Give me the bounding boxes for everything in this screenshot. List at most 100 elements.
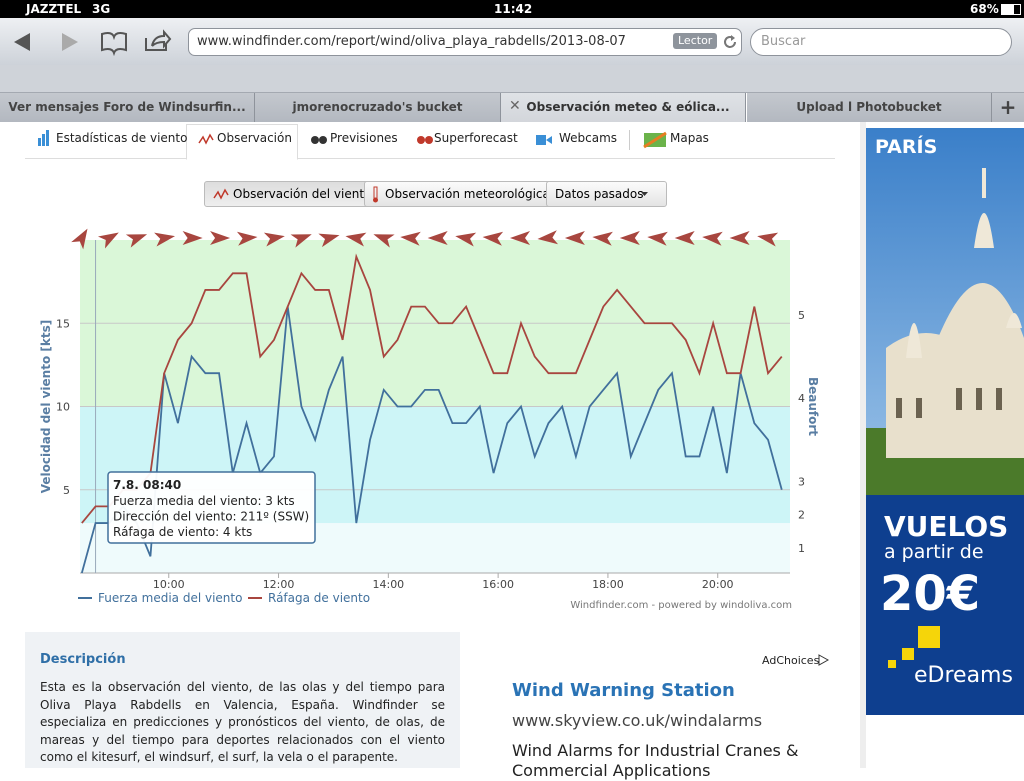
toolbar-icons (14, 29, 172, 57)
credit: Windfinder.com - powered by windoliva.co… (570, 600, 792, 611)
banner-ad[interactable]: PARÍS VUELOS a partir de 20€ eDreams (866, 128, 1024, 715)
y-axis-label: Velocidad del viento [kts] (39, 320, 53, 493)
toolbar: www.windfinder.com/report/wind/oliva_pla… (0, 18, 1024, 65)
y2-tick-label: 1 (798, 542, 805, 555)
tooltip-box (107, 471, 316, 544)
tooltip-line: Ráfaga de viento: 4 kts (113, 525, 252, 539)
x-tick-label: 10:00 (153, 578, 185, 591)
ad-url[interactable]: www.skyview.co.uk/windalarms (512, 711, 763, 730)
direction-arrow (537, 230, 559, 245)
ad-title[interactable]: Wind Warning Station (512, 680, 735, 701)
battery-level: 68% (970, 2, 999, 16)
ad-choices[interactable]: AdChoices (762, 654, 820, 667)
y-tick-label: 10 (56, 401, 70, 414)
clock: 11:42 (494, 2, 533, 16)
direction-arrow (182, 231, 203, 245)
banner-price: 20€ (880, 566, 980, 622)
active-tab[interactable]: Observación meteo & eólica... (501, 93, 746, 122)
y-tick-label: 15 (56, 317, 70, 330)
y2-tick-label: 5 (798, 309, 805, 322)
forward-button[interactable] (62, 33, 78, 51)
ad-text[interactable]: Wind Alarms for Industrial Cranes & Comm… (512, 741, 799, 780)
direction-arrow (154, 232, 176, 247)
divider (860, 122, 866, 768)
direction-arrow (729, 231, 750, 245)
banner-line2: a partir de (884, 541, 984, 563)
description-text: Esta es la observación del viento, de la… (40, 680, 445, 764)
y2-tick-label: 4 (798, 392, 805, 405)
url: www.windfinder.com/report/wind/oliva_pla… (197, 34, 626, 49)
button-active[interactable]: Observación del viento (204, 181, 381, 207)
legend-label: Ráfaga de viento (268, 591, 370, 605)
back-button[interactable] (14, 33, 30, 51)
direction-arrow (210, 231, 231, 245)
x-tick-label: 16:00 (482, 578, 514, 591)
button[interactable]: Datos pasados (546, 181, 667, 207)
description-title: Descripción (40, 652, 126, 667)
series-line (80, 306, 783, 574)
ad-choices-icon[interactable] (817, 654, 829, 666)
reader-button[interactable]: Lector (673, 33, 718, 49)
nav-item[interactable]: Mapas (670, 131, 709, 145)
battery-icon (1001, 4, 1021, 15)
reload-icon[interactable] (722, 34, 738, 50)
direction-arrow (345, 232, 367, 247)
nav-item[interactable]: Webcams (559, 131, 618, 145)
direction-arrow (427, 231, 448, 245)
bookmarks-button[interactable] (101, 32, 127, 57)
direction-arrow (71, 228, 88, 250)
tooltip-line: Fuerza media del viento: 3 kts (113, 494, 295, 508)
share-button[interactable] (145, 29, 172, 51)
direction-arrow (482, 231, 504, 246)
x-tick-label: 20:00 (702, 578, 734, 591)
search-field[interactable]: Buscar (750, 28, 1012, 56)
nav-item[interactable]: Superforecast (434, 131, 518, 145)
new-tab-button[interactable]: + (992, 93, 1024, 122)
tab[interactable]: Ver mensajes Foro de Windsurfin... (0, 93, 255, 122)
y-tick-label: 5 (63, 484, 70, 497)
direction-arrow (455, 232, 477, 247)
direction-arrow (318, 233, 340, 248)
direction-arrow (510, 231, 531, 245)
close-tab[interactable]: ✕ (509, 98, 521, 114)
tooltip-title: 7.8. 08:40 (113, 478, 181, 492)
tab[interactable]: jmorenocruzado's bucket (255, 93, 501, 122)
direction-arrow (674, 231, 695, 245)
banner-line1: VUELOS (884, 510, 1008, 543)
direction-arrow (236, 231, 258, 246)
banner-brand: eDreams (914, 663, 1013, 688)
button[interactable]: Observación meteorológica (364, 181, 559, 207)
nav-bar (25, 124, 835, 159)
direction-arrow (757, 232, 779, 247)
direction-arrow (125, 234, 148, 248)
network: 3G (92, 2, 111, 16)
url-field[interactable]: www.windfinder.com/report/wind/oliva_pla… (188, 28, 742, 56)
tab[interactable]: Upload l Photobucket (747, 93, 992, 122)
y2-axis-label: Beaufort (806, 377, 820, 436)
bookmarks-bar (0, 65, 1024, 93)
direction-arrow (97, 232, 119, 249)
direction-arrow (373, 234, 395, 248)
direction-arrow (263, 232, 285, 247)
direction-arrow (400, 231, 421, 246)
nav-item[interactable]: Previsiones (330, 131, 398, 145)
tooltip-line: Dirección del viento: 211º (SSW) (113, 510, 309, 524)
description-box: Descripción Esta es la observación del v… (25, 632, 460, 768)
chart: 5 10 15 1 2 3 4 5 10:00 12:00 14:00 16:00 18:00 20:00… (39, 228, 820, 611)
x-tick-label: 14:00 (372, 578, 404, 591)
y2-tick-label: 3 (798, 475, 805, 488)
status-bar: JAZZTEL 3G 11:42 68% (0, 0, 1024, 18)
banner-city: PARÍS (875, 135, 937, 158)
y2-tick-label: 2 (798, 509, 805, 522)
nav-item[interactable]: Estadísticas de viento (56, 131, 188, 145)
direction-arrow (592, 231, 613, 246)
series-line (81, 253, 783, 524)
search-placeholder: Buscar (761, 34, 806, 49)
button-icons (213, 186, 648, 203)
nav-item[interactable]: Observación (217, 131, 292, 145)
direction-arrow (619, 231, 640, 245)
direction-arrow (290, 234, 312, 248)
direction-arrow (647, 231, 668, 246)
direction-arrow (702, 231, 723, 246)
